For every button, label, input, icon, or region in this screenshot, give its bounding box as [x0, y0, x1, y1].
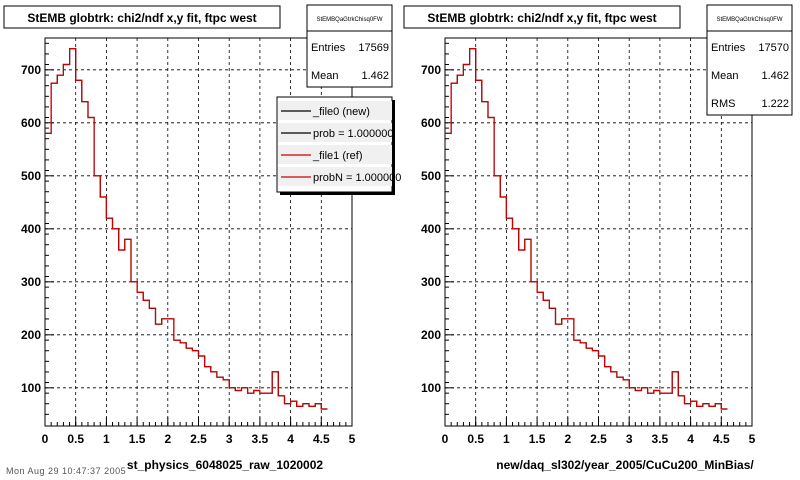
y-tick-label: 200 — [21, 328, 41, 342]
histogram-series — [445, 48, 728, 410]
y-tick-label: 700 — [21, 63, 41, 77]
histogram-panel-left: 0 0.5 1 1.5 2 2.5 3 3.5 4 4.5 5 100 200 300 400 500 600 7… — [3, 4, 401, 472]
y-tick-label: 600 — [21, 116, 41, 130]
y-tick-label: 500 — [421, 169, 441, 183]
chart-title: StEMB globtrk: chi2/ndf x,y fit, ftpc we… — [427, 11, 656, 25]
legend-row-bg — [278, 145, 392, 164]
stats-name: StEMBQaGtrkChisq0FW — [316, 17, 382, 23]
stats-label: RMS — [711, 98, 735, 110]
stats-label: Mean — [711, 70, 739, 82]
histogram-series — [45, 48, 328, 410]
chart-title: StEMB globtrk: chi2/ndf x,y fit, ftpc we… — [27, 11, 256, 25]
stats-label: Mean — [311, 70, 339, 82]
stats-name: StEMBQaGtrkChisq0FW — [716, 17, 782, 23]
legend-label: probN = 1.000000 — [313, 172, 401, 184]
x-tick-label: 0.5 — [467, 432, 484, 446]
y-tick-label: 600 — [421, 116, 441, 130]
y-tick-label: 300 — [21, 275, 41, 289]
title-box — [403, 5, 681, 29]
y-tick-label: 300 — [421, 275, 441, 289]
x-tick-label: 2 — [564, 432, 571, 446]
x-tick-label: 2.5 — [190, 432, 207, 446]
stats-value: 17569 — [358, 42, 389, 54]
stats-box — [706, 4, 793, 116]
y-tick-label: 100 — [421, 381, 441, 395]
y-tick-label: 100 — [21, 381, 41, 395]
stats-value: 1.462 — [761, 70, 789, 82]
legend-label: _file0 (new) — [312, 106, 370, 118]
x-tick-label: 4 — [687, 432, 694, 446]
histogram-svg-left: 0 0.5 1 1.5 2 2.5 3 3.5 4 4.5 5 100 200 300 400 500 600 7… — [3, 4, 401, 472]
stats-label: Entries — [311, 42, 346, 54]
x-tick-label: 2.5 — [590, 432, 607, 446]
x-tick-label: 1.5 — [529, 432, 546, 446]
stats-value: 17570 — [758, 42, 789, 54]
stats-value: 1.462 — [361, 70, 389, 82]
histogram-svg-right: 0 0.5 1 1.5 2 2.5 3 3.5 4 4.5 5 100 200 300 400 500 600 7… — [403, 4, 793, 472]
y-tick-label: 400 — [21, 222, 41, 236]
x-tick-label: 0 — [42, 432, 49, 446]
x-tick-label: 4.5 — [313, 432, 330, 446]
x-tick-label: 1.5 — [129, 432, 146, 446]
x-tick-label: 5 — [749, 432, 756, 446]
x-tick-label: 4 — [287, 432, 294, 446]
histogram-panel-right: 0 0.5 1 1.5 2 2.5 3 3.5 4 4.5 5 100 200 300 400 500 600 7… — [400, 0, 800, 480]
x-axis-title: st_physics_6048025_raw_1020002 — [127, 458, 323, 472]
footer-timestamp: Mon Aug 29 10:47:37 2005 — [6, 466, 127, 476]
stats-value: 1.222 — [761, 98, 789, 110]
legend-row-bg — [278, 123, 392, 142]
x-tick-label: 0.5 — [67, 432, 84, 446]
title-box — [3, 5, 281, 29]
y-tick-label: 400 — [421, 222, 441, 236]
stats-box — [306, 4, 393, 88]
x-tick-label: 2 — [164, 432, 171, 446]
x-tick-label: 3 — [226, 432, 233, 446]
y-tick-label: 200 — [421, 328, 441, 342]
legend-row-bg — [278, 101, 392, 120]
legend-label: prob = 1.000000 — [313, 128, 393, 140]
legend-row-bg — [278, 167, 392, 186]
legend-label: _file1 (ref) — [312, 150, 363, 162]
x-tick-label: 3 — [626, 432, 633, 446]
x-tick-label: 3.5 — [652, 432, 669, 446]
x-tick-label: 3.5 — [252, 432, 269, 446]
x-tick-label: 5 — [349, 432, 356, 446]
x-tick-label: 0 — [442, 432, 449, 446]
x-axis-title: new/daq_sl302/year_2005/CuCu200_MinBias/ — [496, 458, 754, 472]
x-tick-label: 4.5 — [713, 432, 730, 446]
stats-label: Entries — [711, 42, 746, 54]
y-tick-label: 700 — [421, 63, 441, 77]
x-tick-label: 1 — [503, 432, 510, 446]
y-tick-label: 500 — [21, 169, 41, 183]
x-tick-label: 1 — [103, 432, 110, 446]
